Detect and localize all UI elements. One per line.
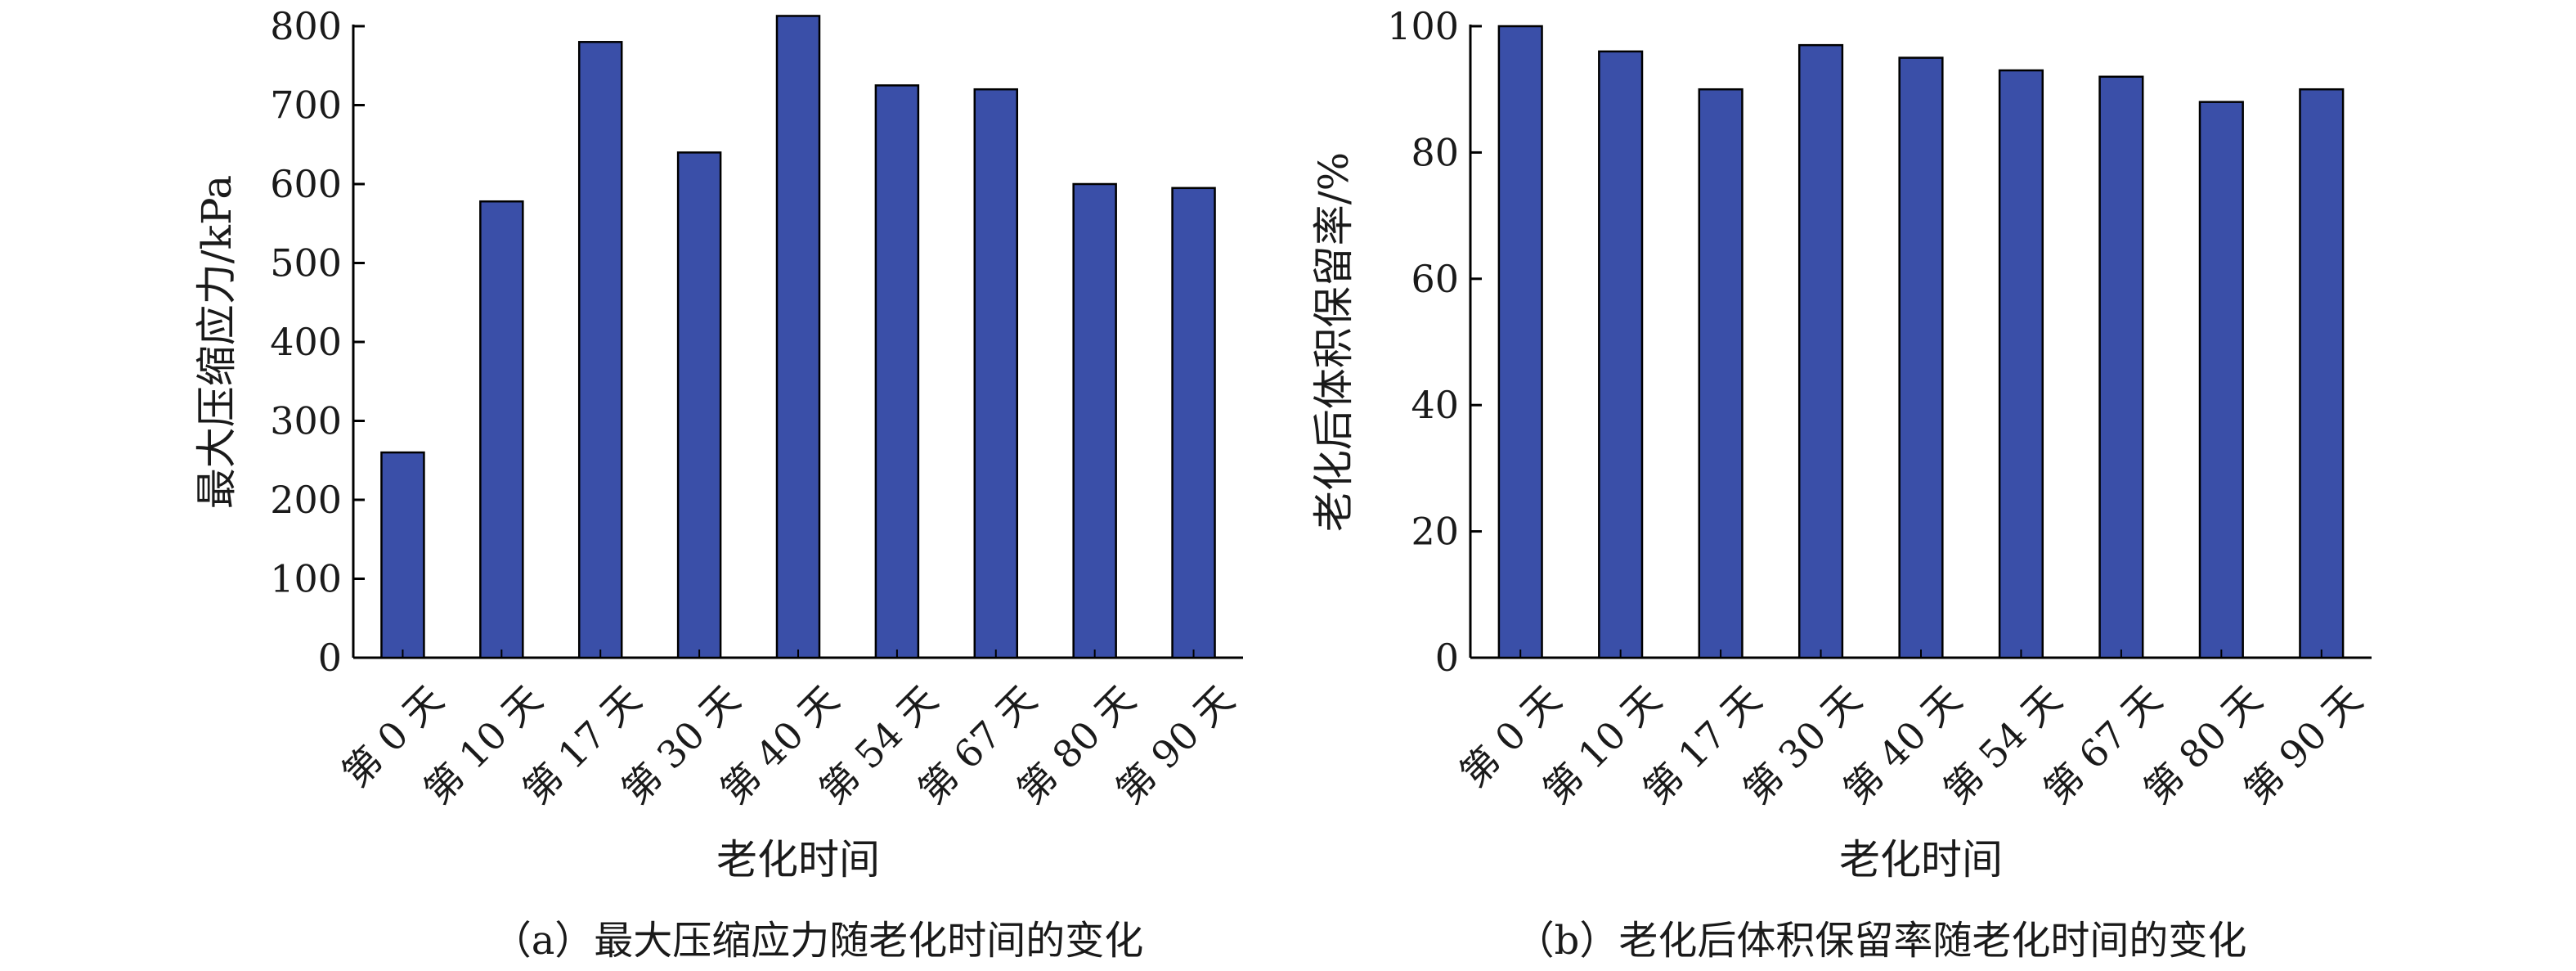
bar [1698, 88, 1744, 659]
bar [1497, 25, 1543, 659]
bar [2098, 75, 2144, 659]
bar [2299, 88, 2345, 659]
y-tick-label: 100 [1387, 4, 1459, 48]
y-tick-label: 0 [1435, 636, 1459, 680]
y-tick-label: 300 [270, 399, 342, 443]
y-tick-label: 0 [318, 636, 342, 680]
bar [676, 151, 722, 659]
y-tick-label: 400 [270, 320, 342, 364]
bar [775, 15, 821, 659]
y-tick-label: 500 [270, 241, 342, 285]
bar [1598, 50, 1644, 659]
y-tick-label: 40 [1411, 383, 1459, 427]
y-tick-label: 200 [270, 478, 342, 522]
y-tick-label: 800 [270, 4, 342, 48]
y-axis-title: 最大压缩应力/kPa [193, 175, 240, 509]
bar [577, 41, 623, 659]
bar [1171, 187, 1216, 659]
bar [1898, 56, 1944, 659]
x-axis-title: 老化时间 [1839, 836, 2003, 883]
bar [1998, 69, 2044, 659]
y-tick-label: 60 [1411, 257, 1459, 301]
bar [1797, 43, 1844, 659]
bar [2198, 101, 2244, 659]
bar [973, 88, 1019, 659]
y-tick-label: 80 [1411, 130, 1459, 174]
y-tick-label: 600 [270, 162, 342, 206]
bar [479, 200, 524, 659]
y-tick-label: 700 [270, 83, 342, 128]
bar [874, 84, 920, 659]
y-tick-label: 100 [270, 557, 342, 601]
y-axis-title: 老化后体积保留率/% [1310, 152, 1358, 532]
x-axis-title: 老化时间 [716, 836, 880, 883]
bar [380, 451, 425, 659]
caption-a: （a）最大压缩应力随老化时间的变化 [491, 918, 1144, 964]
y-tick-label: 20 [1411, 510, 1459, 554]
caption-b: （b）老化后体积保留率随老化时间的变化 [1515, 918, 2247, 964]
bar [1072, 182, 1117, 659]
